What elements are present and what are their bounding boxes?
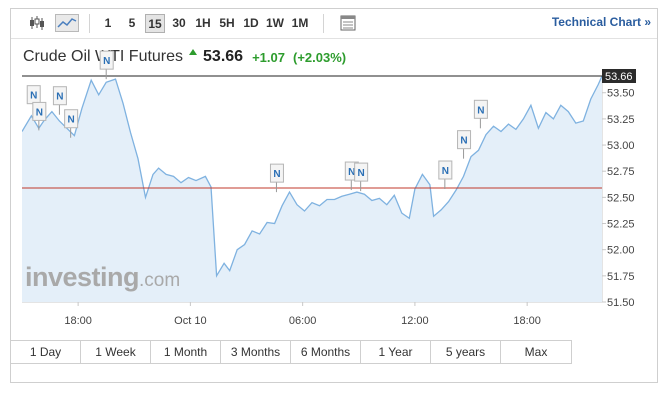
news-marker-box	[473, 99, 488, 119]
area-chart-icon[interactable]	[55, 14, 79, 32]
news-marker[interactable]: N	[99, 50, 114, 80]
news-marker-label: N	[460, 136, 467, 147]
range-1-week[interactable]: 1 Week	[81, 341, 151, 363]
news-marker-label: N	[477, 105, 484, 116]
y-tick-label: 53.25	[607, 114, 635, 126]
price-area-fill	[22, 76, 602, 302]
y-tick-label: 53.00	[607, 140, 635, 152]
y-tick-label: 52.25	[607, 219, 635, 231]
x-tick-label: 18:00	[513, 315, 541, 327]
news-marker-box	[99, 50, 114, 70]
news-marker[interactable]: N	[354, 162, 369, 192]
interval-1h[interactable]: 1H	[195, 16, 211, 30]
news-marker[interactable]: N	[473, 99, 488, 129]
last-price: 53.66	[203, 48, 244, 65]
price-change-percent: (+2.03%)	[292, 49, 347, 65]
interval-15[interactable]: 15	[145, 14, 165, 33]
range-3-months[interactable]: 3 Months	[221, 341, 291, 363]
range-6-months[interactable]: 6 Months	[291, 341, 361, 363]
x-tick-label: Oct 10	[174, 315, 206, 327]
y-tick-label: 52.00	[607, 245, 635, 257]
price-line	[22, 76, 602, 278]
interval-1w[interactable]: 1W	[266, 16, 284, 30]
news-marker[interactable]: N	[269, 163, 284, 193]
range-1-year[interactable]: 1 Year	[361, 341, 431, 363]
range-1-day[interactable]: 1 Day	[11, 341, 81, 363]
news-marker-box	[354, 162, 369, 182]
y-tick-label: 52.75	[607, 166, 635, 178]
news-marker-label: N	[68, 115, 75, 126]
news-marker-label: N	[103, 56, 110, 67]
candlestick-icon[interactable]	[27, 14, 47, 32]
news-marker-box	[438, 160, 453, 180]
arrow-up-icon	[189, 49, 198, 55]
news-marker-box	[52, 86, 67, 106]
toolbar-separator	[89, 14, 90, 33]
news-marker-label: N	[442, 166, 449, 177]
range-max[interactable]: Max	[501, 341, 571, 363]
x-tick-label: 18:00	[64, 315, 92, 327]
interval-1[interactable]: 1	[104, 16, 112, 30]
current-price-label: 53.66	[605, 71, 633, 83]
y-tick-label: 53.50	[607, 88, 635, 100]
news-marker[interactable]: N	[32, 101, 47, 131]
watermark-suffix: .com	[139, 270, 181, 291]
news-marker-box	[32, 101, 47, 121]
investing-watermark: investing.com	[25, 262, 180, 293]
x-tick-label: 12:00	[401, 315, 429, 327]
interval-5[interactable]: 5	[128, 16, 136, 30]
news-marker-label: N	[36, 107, 43, 118]
news-marker[interactable]: N	[52, 86, 67, 115]
news-marker-label: N	[30, 91, 37, 102]
news-marker[interactable]: N	[64, 109, 79, 138]
technical-chart-link[interactable]: Technical Chart »	[551, 15, 651, 29]
news-marker-box	[457, 130, 472, 150]
chart-toolbar: 1 5 15 30 1H 5H 1D 1W 1M Technical Chart…	[11, 9, 657, 39]
news-marker[interactable]: N	[438, 160, 453, 189]
range-selector: 1 Day 1 Week 1 Month 3 Months 6 Months 1…	[10, 340, 572, 364]
interval-1d[interactable]: 1D	[243, 16, 259, 30]
news-marker-box	[269, 163, 284, 183]
news-marker-label: N	[358, 168, 365, 179]
interval-30[interactable]: 30	[172, 16, 186, 30]
news-marker-label: N	[56, 92, 63, 103]
y-tick-label: 51.50	[607, 297, 635, 309]
price-change: +1.07	[252, 49, 285, 65]
news-marker[interactable]: N	[457, 130, 472, 159]
interval-5h[interactable]: 5H	[219, 16, 235, 30]
range-1-month[interactable]: 1 Month	[151, 341, 221, 363]
news-marker-label: N	[273, 169, 280, 180]
range-5-years[interactable]: 5 years	[431, 341, 501, 363]
news-marker-label: N	[348, 167, 355, 178]
watermark-brand: investing	[25, 262, 140, 292]
x-tick-label: 06:00	[289, 315, 317, 327]
current-price-label-box	[602, 69, 636, 83]
y-tick-label: 51.75	[607, 271, 635, 283]
toolbar-separator	[323, 14, 324, 33]
table-view-icon[interactable]	[338, 14, 358, 32]
y-tick-label: 52.50	[607, 192, 635, 204]
news-marker-box	[64, 109, 79, 129]
interval-1m[interactable]: 1M	[291, 16, 309, 30]
